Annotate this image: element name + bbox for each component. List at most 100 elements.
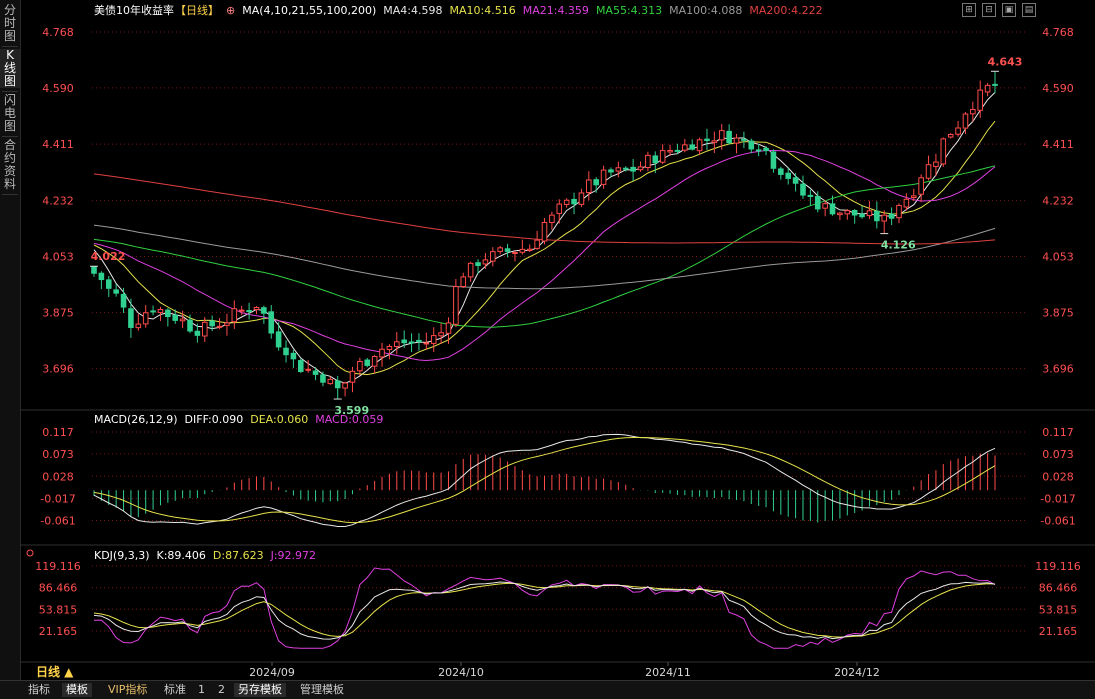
y-tick-right: 4.232 — [1042, 194, 1074, 207]
y-tick-left: 4.590 — [42, 82, 74, 95]
candle — [947, 133, 954, 138]
ma-value-2: MA21:4.359 — [523, 4, 589, 17]
extreme-label: 4.643 — [988, 55, 1023, 68]
candle — [800, 183, 806, 196]
y-tick-left: 0.117 — [42, 426, 74, 439]
macd-dea: DEA:0.060 — [250, 413, 308, 426]
candle — [770, 151, 777, 169]
candle — [120, 293, 127, 308]
candle — [896, 204, 902, 219]
candle — [142, 312, 149, 325]
candle — [401, 339, 407, 344]
bottom-tab-4[interactable]: 1 — [198, 683, 205, 696]
ma-value-1: MA10:4.516 — [450, 4, 516, 17]
candle — [910, 195, 917, 199]
candle — [268, 311, 275, 334]
candle — [829, 203, 836, 215]
x-axis-label: 2024/11 — [645, 666, 691, 679]
candle — [844, 210, 851, 215]
y-tick-right: 4.768 — [1042, 26, 1074, 39]
candle — [541, 221, 548, 242]
candle — [297, 360, 304, 372]
candle — [925, 164, 932, 179]
candle — [711, 140, 718, 143]
y-tick-left: 3.696 — [42, 363, 74, 376]
bottom-tab-5[interactable]: 2 — [218, 683, 225, 696]
add-indicator-icon: ⊕ — [226, 4, 235, 17]
bottom-tab-2[interactable]: VIP指标 — [108, 683, 148, 696]
candle — [179, 318, 186, 322]
bottom-tab-6[interactable]: 另存模板 — [234, 683, 286, 697]
macd-value: MACD:0.059 — [315, 413, 383, 426]
candle — [482, 259, 489, 265]
candle — [238, 309, 245, 312]
candle — [290, 352, 297, 360]
macd-diff-line — [93, 433, 996, 527]
candle — [364, 359, 371, 366]
candle — [379, 348, 385, 358]
extreme-label: 4.022 — [91, 250, 126, 263]
candle — [128, 308, 134, 328]
bottom-tab-0[interactable]: 指标 — [28, 683, 50, 696]
kdj-params: KDJ(9,3,3) — [94, 549, 150, 562]
sidebar-tab-2[interactable]: 闪电图 — [3, 93, 16, 133]
chart-symbol: 美债10年收益率 — [94, 3, 174, 17]
candle — [600, 169, 607, 185]
period-button[interactable]: 日线 ▲ — [36, 664, 74, 679]
y-tick-right: 86.466 — [1039, 582, 1078, 595]
candle — [718, 130, 725, 141]
sidebar-tab-0[interactable]: 分时图 — [3, 3, 16, 43]
candle — [165, 309, 171, 318]
sidebar-tab-3[interactable]: 合约资料 — [3, 138, 16, 191]
restore-icon[interactable]: ▣ — [1002, 3, 1016, 17]
candle — [172, 314, 179, 321]
ma-params: MA(4,10,21,55,100,200) — [242, 4, 376, 17]
ma100-line — [93, 224, 996, 290]
macd-diff: DIFF:0.090 — [185, 413, 244, 426]
bottom-tab-1[interactable]: 模板 — [62, 683, 92, 697]
kline-chart[interactable]: 4.768 4.768 4.590 4.590 4.411 4.411 4.232 4.232… — [0, 0, 1095, 680]
y-tick-left: 0.073 — [42, 448, 74, 461]
candle — [955, 127, 961, 135]
candle — [549, 214, 555, 223]
candle — [105, 279, 112, 289]
candle — [696, 139, 703, 152]
candle — [586, 179, 592, 193]
candle — [622, 167, 629, 170]
macd-params: MACD(26,12,9) — [94, 413, 178, 426]
candle — [187, 319, 193, 332]
candle — [394, 341, 400, 348]
candle — [349, 370, 356, 383]
ma-value-3: MA55:4.313 — [596, 4, 662, 17]
candle — [534, 239, 540, 249]
tile-icon[interactable]: ⊞ — [962, 3, 976, 17]
y-tick-left: -0.061 — [40, 515, 75, 528]
y-tick-right: 0.117 — [1042, 426, 1074, 439]
kdj-settings-icon[interactable] — [26, 549, 34, 557]
candle — [231, 308, 238, 323]
candle — [689, 144, 695, 150]
bottom-tab-3[interactable]: 标准 — [164, 683, 186, 696]
candle — [674, 149, 681, 152]
candle — [283, 347, 289, 356]
y-tick-right: 3.696 — [1042, 363, 1074, 376]
y-tick-right: 4.053 — [1042, 251, 1074, 264]
y-tick-right: -0.061 — [1040, 515, 1075, 528]
y-tick-left: 0.028 — [42, 470, 74, 483]
bottom-tab-7[interactable]: 管理模板 — [300, 683, 344, 696]
x-axis-label: 2024/09 — [249, 666, 295, 679]
candle — [755, 149, 762, 152]
candle — [512, 251, 518, 254]
minimize-icon[interactable]: ⊟ — [982, 3, 996, 17]
y-tick-right: 119.116 — [1035, 560, 1081, 573]
y-tick-left: 53.815 — [39, 603, 78, 616]
candle — [593, 179, 599, 186]
y-tick-right: 0.073 — [1042, 448, 1074, 461]
candle — [970, 109, 976, 115]
candle — [113, 289, 119, 294]
layout-icon[interactable]: ▤ — [1022, 3, 1036, 17]
candle — [659, 150, 666, 163]
candle — [490, 251, 496, 262]
candle — [261, 307, 267, 314]
